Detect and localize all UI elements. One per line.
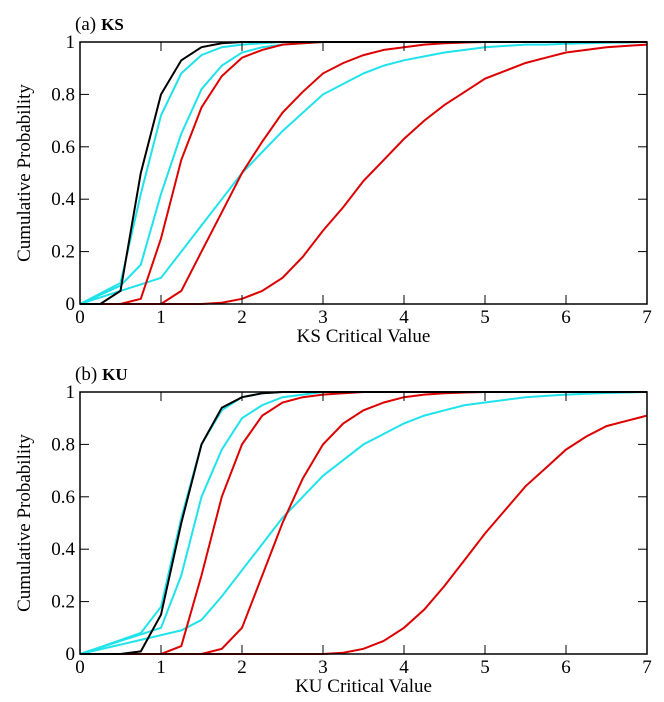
y-tick-label: 0.2 (51, 592, 75, 613)
x-tick-label: 4 (399, 657, 409, 678)
panel-title: (a) KS (75, 14, 124, 35)
x-tick-label: 2 (237, 657, 247, 678)
y-tick-label: 0.8 (51, 434, 75, 455)
title: KS (101, 15, 124, 34)
x-tick-label: 3 (318, 307, 328, 328)
x-tick-label: 6 (561, 307, 571, 328)
x-tick-label: 0 (75, 657, 85, 678)
x-tick-label: 6 (561, 657, 571, 678)
series-line (79, 391, 648, 655)
y-tick-label: 1 (66, 382, 76, 403)
y-tick-label: 0.2 (51, 242, 75, 263)
series-line (80, 41, 647, 305)
x-tick-label: 1 (156, 307, 166, 328)
plot-frame (79, 41, 648, 305)
x-tick-label: 3 (318, 657, 328, 678)
x-tick-label: 5 (480, 657, 490, 678)
x-axis-label: KU Critical Value (295, 676, 432, 697)
y-tick-label: 0.4 (51, 539, 75, 560)
panel-title: (b) KU (75, 364, 128, 385)
y-tick-label: 0.8 (51, 84, 75, 105)
panel-label: (b) (75, 364, 97, 385)
x-tick-label: 4 (399, 307, 409, 328)
panel-label: (a) (75, 14, 96, 35)
y-tick-label: 0.6 (51, 137, 75, 158)
y-tick-label: 1 (66, 32, 76, 53)
series-line (80, 41, 647, 305)
x-tick-label: 0 (75, 307, 85, 328)
x-tick-label: 1 (156, 657, 166, 678)
x-axis-label: KS Critical Value (297, 326, 431, 347)
y-tick-label: 0.6 (51, 487, 75, 508)
series-line (79, 41, 648, 305)
y-tick-label: 0 (66, 294, 76, 315)
x-tick-label: 5 (480, 307, 490, 328)
series-line (79, 391, 647, 655)
y-axis-label: Cumulative Probability (14, 84, 35, 262)
y-tick-label: 0.4 (51, 189, 75, 210)
x-tick-label: 2 (237, 307, 247, 328)
series-line (79, 41, 647, 305)
series-line (80, 41, 647, 305)
y-tick-label: 0 (66, 644, 76, 665)
x-tick-label: 7 (642, 657, 652, 678)
x-tick-label: 7 (642, 307, 652, 328)
plot-frame (79, 391, 648, 655)
series-line (79, 41, 647, 305)
series-line (80, 43, 648, 305)
title: KU (102, 365, 128, 384)
y-axis-label: Cumulative Probability (14, 434, 35, 612)
